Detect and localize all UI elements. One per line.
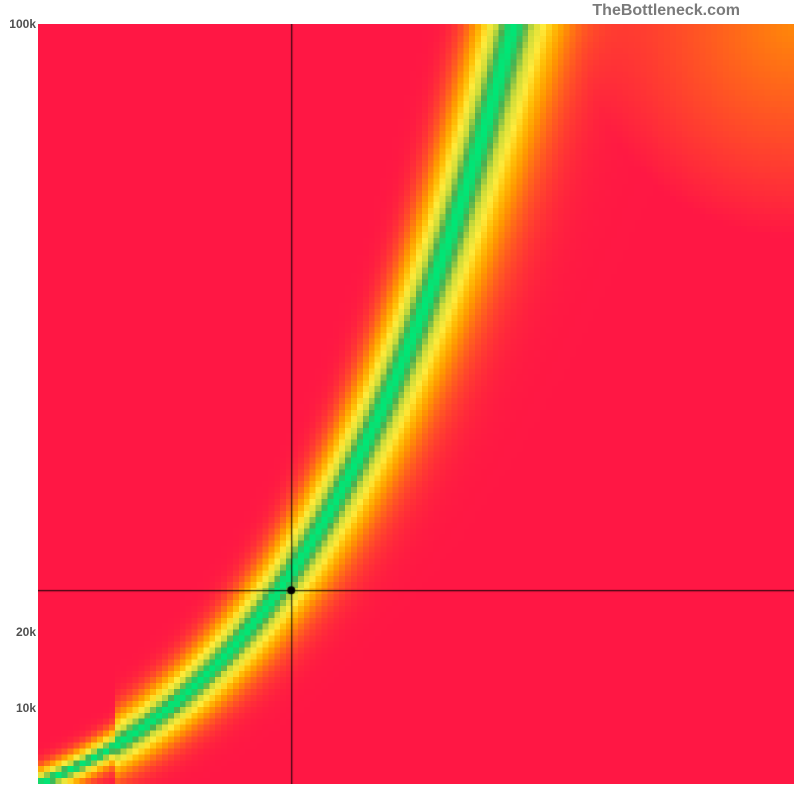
- y-tick-label: 10k: [16, 701, 36, 715]
- heatmap-plot: [38, 24, 794, 784]
- y-tick-label: 100k: [9, 17, 36, 31]
- attribution-text: TheBottleneck.com: [592, 2, 740, 20]
- y-tick-label: 20k: [16, 625, 36, 639]
- overlay-canvas: [38, 24, 794, 784]
